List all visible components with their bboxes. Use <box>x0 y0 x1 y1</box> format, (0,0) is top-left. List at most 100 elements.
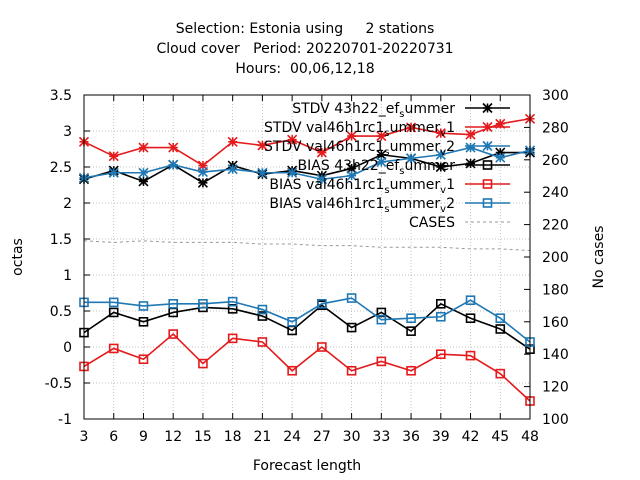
data-point-square <box>168 298 178 309</box>
y-tick-label: 3.5 <box>50 88 72 104</box>
x-tick-label: 6 <box>109 429 118 445</box>
data-point-square <box>168 329 178 339</box>
legend-label-part: ummer <box>390 196 441 212</box>
series-line <box>84 297 531 343</box>
legend-label-part: v <box>440 147 446 158</box>
x-tick-label: 3 <box>80 429 89 445</box>
legend-label-part: BIAS 43h22_ef <box>298 158 401 174</box>
series-3 <box>79 298 535 354</box>
data-point-star <box>482 102 493 114</box>
series-line <box>83 146 531 181</box>
data-point-square <box>227 304 238 314</box>
data-point-star <box>257 167 268 178</box>
data-point-star <box>465 158 476 169</box>
data-point-star <box>482 140 493 152</box>
data-point-star <box>287 134 298 145</box>
data-point-star <box>316 147 327 158</box>
legend-label-part: s <box>399 109 404 120</box>
legend-label-part: STDV val46h1rc1 <box>264 120 384 136</box>
legend-entry: STDV val46h1rc1summerv1 <box>264 120 510 139</box>
series-1 <box>78 113 536 171</box>
data-point-square <box>317 298 327 309</box>
data-point-square <box>108 307 119 318</box>
legend-label-part: s <box>399 166 404 177</box>
legend-entry: CASES <box>409 215 510 231</box>
legend-label-part: 1 <box>446 177 455 193</box>
data-point-square <box>376 356 387 367</box>
data-point-star <box>197 166 208 178</box>
y-tick-label: 3 <box>63 124 72 140</box>
data-point-square <box>495 324 506 334</box>
y-tick-label: -0.5 <box>45 376 72 392</box>
x-tick-label: 33 <box>372 429 390 445</box>
data-point-square <box>227 333 238 344</box>
legend-label-part: ummer <box>390 120 441 136</box>
data-point-square <box>406 313 416 324</box>
series-5 <box>79 293 535 347</box>
data-point-star <box>495 147 506 158</box>
legend-label-part: v <box>440 204 446 215</box>
data-point-square <box>465 313 476 324</box>
data-point-square <box>346 293 357 303</box>
legend-label-part: s <box>384 204 389 215</box>
y-tick-label: 1.5 <box>50 232 72 248</box>
data-point-square <box>465 350 476 361</box>
series-2 <box>78 142 536 185</box>
x-tick-label: 9 <box>139 429 148 445</box>
x-tick-label: 48 <box>521 429 539 445</box>
legend-label-part: s <box>384 185 389 196</box>
y2-tick-label: 180 <box>542 282 569 298</box>
legend-label-part: ummer <box>404 101 455 117</box>
x-tick-label: 15 <box>194 429 212 445</box>
data-point-star <box>465 142 476 153</box>
cases-layer <box>83 240 531 252</box>
y-tick-label: 1 <box>63 268 72 284</box>
y-tick-label: -1 <box>58 412 72 428</box>
series-line <box>83 240 531 252</box>
series-line <box>83 117 531 167</box>
x-tick-label: 27 <box>313 429 331 445</box>
data-point-star <box>435 161 446 173</box>
data-point-star <box>435 149 446 160</box>
legend-label-part: v <box>440 128 446 139</box>
data-point-star <box>138 142 149 153</box>
data-point-square <box>287 365 297 376</box>
data-point-star <box>435 128 446 139</box>
series-6 <box>83 240 531 252</box>
data-point-square <box>435 311 446 322</box>
y2-tick-label: 160 <box>542 315 569 331</box>
data-point-star <box>346 130 357 142</box>
legend-label: BIAS 43h22_efsummer <box>298 158 456 177</box>
data-point-square <box>465 295 476 306</box>
chart-title: Selection: Estonia using 2 stations Cloud… <box>156 21 453 77</box>
series-4 <box>79 329 535 406</box>
legend-label-part: ummer <box>390 139 441 155</box>
x-tick-label: 18 <box>224 429 242 445</box>
legend-label-part: 1 <box>446 120 455 136</box>
y2-tick-label: 220 <box>542 218 569 234</box>
legend-label-part: BIAS val46h1rc1 <box>269 177 384 193</box>
y2-tick-label: 140 <box>542 347 569 363</box>
legend-label-part: v <box>440 185 446 196</box>
legend-label-part: ummer <box>404 158 455 174</box>
data-point-star <box>406 153 417 164</box>
y2-tick-label: 200 <box>542 250 569 266</box>
data-point-square <box>435 298 446 309</box>
data-point-star <box>197 160 208 171</box>
data-point-star <box>316 174 327 185</box>
legend-label-part: s <box>384 147 389 158</box>
data-point-star <box>287 167 298 178</box>
data-point-star <box>138 176 149 187</box>
x-tick-label: 36 <box>402 429 420 445</box>
data-point-star <box>465 129 476 140</box>
y-tick-label: 2.5 <box>50 160 72 176</box>
x-tick-label: 39 <box>432 429 450 445</box>
x-tick-label: 30 <box>343 429 361 445</box>
y2-axis-label: No cases <box>591 226 607 289</box>
data-point-star <box>482 121 493 133</box>
data-point-square <box>198 298 208 309</box>
series-line <box>83 332 531 402</box>
x-tick-label: 45 <box>491 429 509 445</box>
legend-entry: BIAS val46h1rc1summerv1 <box>269 177 510 196</box>
legend-label: STDV val46h1rc1summerv2 <box>264 139 455 158</box>
